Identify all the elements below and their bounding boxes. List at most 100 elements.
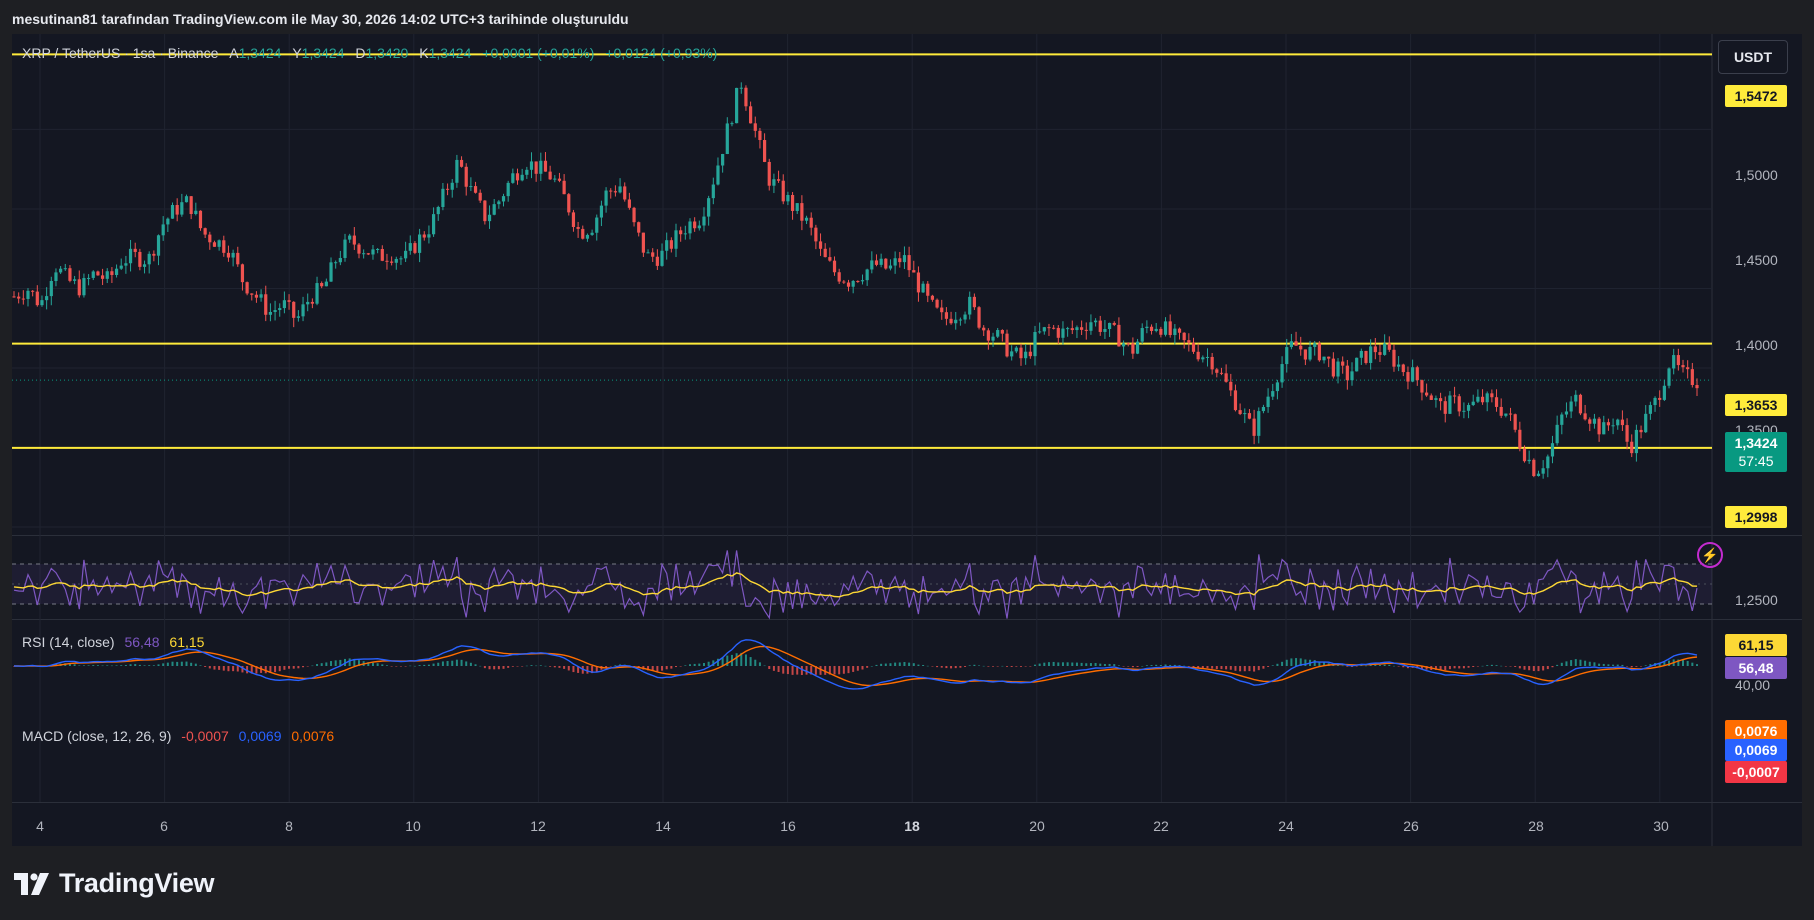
tradingview-logo[interactable]: TradingView [14, 868, 215, 899]
candle-body [1630, 441, 1634, 454]
macd-hist-bar [1374, 664, 1377, 666]
candle-body [1229, 381, 1233, 391]
macd-hist-bar [880, 663, 883, 666]
candle-body [1425, 392, 1429, 396]
macd-hist-bar [936, 666, 939, 668]
candle-body [445, 188, 450, 190]
candle-body [539, 160, 543, 174]
level-label-low[interactable]: 1,2998 [1725, 506, 1787, 528]
macd-hist-bar [73, 664, 76, 666]
macd-hist-bar [1588, 661, 1591, 666]
candle-body [208, 234, 212, 243]
macd-hist-bar [409, 665, 412, 667]
macd-hist-bar [82, 665, 85, 666]
candle-body [1499, 406, 1503, 416]
macd-hist-bar [796, 666, 799, 675]
candle-body [441, 188, 445, 208]
macd-hist-bar [1612, 664, 1615, 666]
candle-body [245, 282, 249, 294]
macd-hist-bar [1127, 666, 1130, 667]
level-label-mid[interactable]: 1,3653 [1725, 394, 1787, 416]
currency-button[interactable]: USDT [1718, 40, 1788, 74]
macd-hist-bar [1532, 666, 1535, 672]
macd-hist-bar [838, 666, 841, 675]
candle-body [59, 268, 63, 273]
macd-hist-bar [651, 666, 654, 671]
candle-body [1028, 351, 1032, 357]
candle-body [898, 258, 902, 263]
rsi-title[interactable]: RSI (14, close) [22, 634, 115, 650]
candle-body [1686, 367, 1690, 370]
candle-body [590, 232, 594, 235]
candle-body [786, 195, 790, 202]
candle-body [366, 253, 370, 255]
candle-body [837, 272, 841, 282]
candle-body [781, 180, 785, 202]
macd-hist-bar [544, 665, 547, 667]
candle-body [128, 248, 133, 264]
candle-body [1299, 345, 1303, 350]
candle-body [725, 123, 729, 154]
candle-body [1154, 328, 1158, 331]
macd-hist-bar [1364, 665, 1367, 667]
macd-hist-bar [143, 665, 146, 666]
macd-title[interactable]: MACD (close, 12, 26, 9) [22, 728, 172, 744]
candle-body [1364, 350, 1368, 363]
symbol-name[interactable]: XRP / TetherUS · 1sa · Binance [22, 45, 219, 61]
candle-body [152, 253, 156, 256]
candle-body [1159, 328, 1163, 335]
candle-body [1280, 364, 1284, 383]
macd-hist-bar [162, 663, 165, 666]
candle-body [851, 280, 855, 287]
macd-hist-bar [754, 659, 757, 666]
candle-body [828, 257, 832, 261]
macd-hist-bar [1579, 659, 1582, 666]
macd-hist-bar [115, 665, 118, 666]
price-chart[interactable] [12, 34, 1802, 846]
candle-body [800, 203, 804, 221]
candle-body [376, 249, 380, 251]
macd-hist-bar [232, 666, 235, 672]
candle-body [1466, 405, 1471, 411]
candle-body [427, 234, 431, 238]
candle-body [329, 262, 333, 282]
macd-hist-bar [427, 664, 430, 666]
macd-hist-bar [1024, 666, 1027, 667]
macd-hist-bar [1094, 662, 1097, 666]
macd-hist-bar [292, 666, 295, 669]
macd-hist-bar [1262, 666, 1265, 669]
macd-hist-bar [996, 666, 999, 667]
rsi-legend: RSI (14, close) 56,48 61,15 [22, 634, 204, 650]
macd-hist-bar [1616, 664, 1619, 666]
candle-body [1341, 361, 1345, 366]
candle-body [1135, 341, 1140, 354]
macd-hist-bar [101, 665, 104, 667]
candle-body [1052, 327, 1056, 329]
macd-hist-bar [1295, 658, 1298, 666]
macd-hist-bar [1206, 666, 1209, 669]
macd-hist-bar [68, 663, 71, 666]
chart-area[interactable]: XRP / TetherUS · 1sa · Binance A1,3424 Y… [12, 34, 1802, 846]
candle-body [599, 205, 604, 218]
macd-hist-bar [381, 664, 384, 666]
current-price: 1,3424 [1734, 435, 1778, 451]
candle-body [1075, 327, 1079, 331]
macd-hist-bar [1103, 663, 1106, 666]
macd-hist-bar [842, 666, 845, 674]
candle-body [259, 294, 263, 298]
candle-body [543, 160, 548, 172]
macd-value: 0,0069 [238, 728, 282, 744]
macd-hist-bar [591, 666, 594, 674]
macd-hist-bar [1257, 666, 1260, 671]
macd-hist-bar [777, 666, 780, 673]
candle-body [21, 298, 25, 300]
lightning-icon[interactable]: ⚡ [1697, 542, 1723, 568]
candle-body [1219, 372, 1224, 374]
level-label-top[interactable]: 1,5472 [1725, 85, 1787, 107]
candle-body [790, 195, 795, 211]
candle-body [902, 255, 907, 263]
candle-body [1359, 350, 1363, 358]
macd-hist-bar [530, 665, 533, 666]
macd-hist-bar [1630, 666, 1633, 668]
candle-body [40, 300, 44, 306]
